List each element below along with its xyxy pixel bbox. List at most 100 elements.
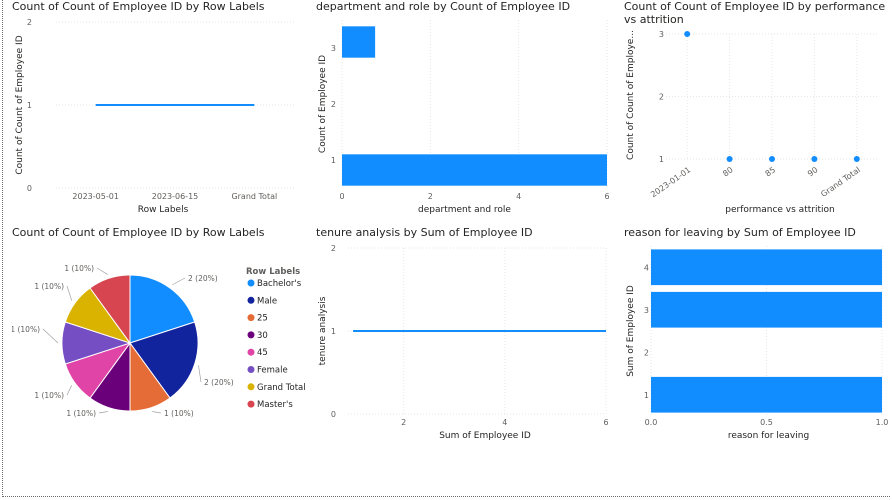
line-chart: 0 1 2 2 4 6 Sum of Employee ID tenure analysis — [318, 244, 609, 441]
leader-line — [42, 328, 59, 344]
bar — [651, 376, 882, 413]
y-tick-label: 1 — [331, 156, 336, 165]
legend-marker — [247, 383, 255, 391]
x-axis-label: Row Labels — [138, 205, 189, 215]
y-tick-label: 1 — [659, 155, 664, 164]
leader-line — [66, 385, 73, 396]
x-tick-label: Grand Total — [819, 165, 862, 199]
y-tick-label: 3 — [644, 306, 649, 315]
legend-marker — [247, 331, 255, 339]
visual-pie-row-labels[interactable]: Count of Count of Employee ID by Row Lab… — [12, 226, 312, 456]
x-tick-label: 90 — [806, 165, 820, 178]
x-tick-label: 80 — [721, 165, 735, 178]
y-axis-label: tenure analysis — [318, 296, 328, 365]
y-axis-label: Count of Employee ID — [318, 55, 328, 153]
legend-item-label: Master's — [257, 400, 293, 410]
y-axis-label: Sum of Employee ID — [626, 285, 636, 377]
visual-line-tenure[interactable]: tenure analysis by Sum of Employee ID 0 1… — [316, 226, 616, 456]
y-tick-label: 4 — [644, 263, 649, 272]
x-tick-label: 4 — [502, 418, 507, 427]
legend-marker — [247, 400, 255, 408]
leader-line — [96, 267, 108, 275]
y-tick-label: 2 — [659, 93, 664, 102]
visual-bar-reason-leaving[interactable]: reason for leaving by Sum of Employee ID… — [624, 226, 892, 456]
y-tick-label: 2 — [644, 348, 649, 357]
x-axis-label: Sum of Employee ID — [439, 431, 531, 441]
legend-marker — [247, 314, 255, 322]
x-tick-label: 6 — [603, 418, 608, 427]
y-tick-label: 2 — [331, 100, 336, 109]
data-point — [726, 156, 733, 162]
legend-marker — [247, 279, 255, 287]
pie-slice — [129, 321, 199, 399]
visual-scatter-performance[interactable]: Count of Count of Employee ID by perform… — [624, 0, 892, 220]
bar — [651, 249, 882, 286]
pie-slice — [129, 274, 196, 344]
slice-data-label: 1 (10%) — [64, 264, 94, 273]
legend-item-label: Male — [257, 296, 277, 306]
chart-title: reason for leaving by Sum of Employee ID — [624, 226, 856, 239]
bar — [342, 26, 376, 58]
bar — [342, 154, 607, 186]
slice-data-label: 1 (10%) — [34, 282, 64, 291]
visual-bar-department-role[interactable]: department and role by Count of Employee… — [316, 0, 616, 220]
x-axis-label: department and role — [418, 205, 511, 215]
data-point — [811, 156, 818, 162]
x-axis-label: performance vs attrition — [725, 205, 834, 215]
y-tick-label: 0 — [331, 410, 336, 419]
y-axis-label: Count of Count of Employee ID — [15, 35, 25, 174]
legend-marker — [247, 366, 255, 373]
slice-data-label: 1 (10%) — [66, 409, 96, 418]
x-tick-label: 2 — [428, 192, 433, 201]
leader-line — [198, 365, 202, 383]
slice-data-label: 2 (20%) — [204, 378, 234, 387]
chart-title: Count of Count of Employee ID by Row Lab… — [12, 0, 265, 13]
leader-line — [172, 277, 186, 286]
legend-title: Row Labels — [246, 267, 300, 277]
y-tick-label: 1 — [331, 327, 336, 336]
leader-line — [152, 411, 162, 414]
legend-item-label: Grand Total — [257, 383, 306, 393]
slice-data-label: 2 (20%) — [188, 274, 218, 283]
x-tick-label: 0 — [339, 192, 344, 201]
bar — [651, 291, 882, 328]
x-tick-label: 85 — [764, 165, 778, 178]
y-tick-label: 3 — [659, 30, 664, 39]
slice-data-label: 1 (10%) — [34, 391, 64, 400]
legend-item-label: Bachelor's — [257, 279, 302, 289]
chart-title: Count of Count of Employee ID by Row Lab… — [12, 226, 265, 239]
data-point — [853, 156, 860, 162]
bar-chart: 0.0 0.5 1.0 4 3 2 1 reason for leaving Sum of Em… — [626, 246, 889, 441]
visual-line-row-labels[interactable]: Count of Count of Employee ID by Row Lab… — [12, 0, 302, 220]
x-tick-label: 0.0 — [645, 418, 658, 427]
x-tick-label: 2023-01-01 — [649, 165, 692, 199]
leader-line — [66, 285, 73, 301]
legend-item-label: 25 — [257, 314, 268, 324]
chart-title: department and role by Count of Employee… — [316, 0, 571, 13]
slice-data-label: 1 (10%) — [164, 409, 194, 418]
legend-marker — [247, 296, 255, 304]
chart-title: Count of Count of Employee ID by perform… — [624, 0, 886, 26]
slice-data-label: 1 (10%) — [12, 325, 40, 334]
y-tick-label: 3 — [331, 44, 336, 53]
y-tick-label: 1 — [27, 101, 32, 110]
pie-chart: 2 (20%)2 (20%)1 (10%)1 (10%)1 (10%)1 (10… — [12, 264, 306, 418]
leader-line — [98, 411, 108, 414]
scatter-chart: 1 2 3 2023-01-01 80 85 90 Grand Total performanc… — [626, 30, 878, 215]
pie-slice — [89, 274, 131, 345]
x-tick-label: 4 — [516, 192, 521, 201]
y-tick-label: 2 — [27, 18, 32, 27]
y-tick-label: 0 — [27, 184, 32, 193]
x-tick-label: Grand Total — [231, 192, 277, 201]
legend-item-label: Female — [257, 366, 288, 376]
line-chart: 0 1 2 2023-05-01 2023-06-15 Grand Total Row La… — [15, 18, 294, 215]
x-tick-label: 6 — [604, 192, 609, 201]
legend-item-label: 30 — [257, 331, 268, 341]
y-axis-label: Count of Count of Employe... — [626, 30, 636, 160]
chart-title: tenure analysis by Sum of Employee ID — [316, 226, 533, 239]
x-tick-label: 1.0 — [876, 418, 889, 427]
x-tick-label: 0.5 — [760, 418, 773, 427]
bar-chart: 0 2 4 6 3 2 1 department and role Count of Emplo… — [318, 20, 610, 215]
y-tick-label: 2 — [331, 244, 336, 253]
